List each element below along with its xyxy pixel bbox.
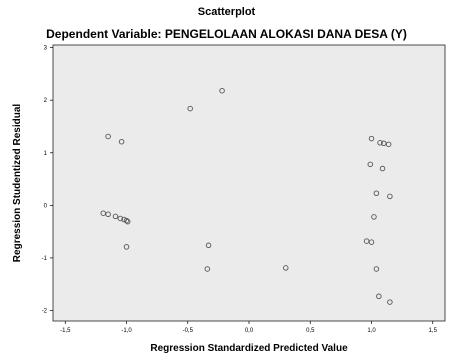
y-tick-label: -1	[42, 256, 48, 262]
data-point	[368, 135, 375, 142]
x-tick-label: 0,0	[245, 328, 254, 334]
x-tick-label: 0,5	[306, 328, 315, 334]
chart-subtitle: Dependent Variable: PENGELOLAAN ALOKASI …	[46, 27, 407, 41]
x-tick-label: -1,5	[60, 328, 71, 334]
data-point	[387, 299, 393, 305]
x-tick-label: 1,0	[367, 328, 376, 334]
data-point	[379, 165, 386, 172]
y-tick-label: -2	[42, 308, 48, 314]
data-point	[112, 213, 119, 220]
data-point	[117, 215, 124, 222]
data-point	[105, 133, 111, 140]
data-point	[204, 266, 211, 272]
data-point	[105, 211, 111, 218]
y-axis-label: Regression Studentized Residual	[12, 104, 23, 263]
x-axis-label: Regression Standardized Predicted Value	[150, 343, 348, 354]
data-point	[376, 293, 382, 300]
x-axis-ticks: -1,5 -1,0 -0,5 0,0 0,5 1,0 1,5	[60, 321, 438, 334]
data-point	[373, 266, 380, 272]
data-point	[219, 87, 225, 94]
data-point	[377, 140, 383, 146]
data-point	[124, 218, 131, 225]
data-point	[385, 141, 392, 148]
data-point	[367, 161, 374, 168]
data-point	[205, 242, 212, 249]
data-point	[100, 210, 106, 216]
chart-title: Scatterplot	[197, 6, 256, 18]
y-tick-label: 1	[44, 151, 48, 157]
data-point	[123, 244, 130, 250]
x-tick-label: -0,5	[183, 328, 194, 334]
plot-area	[52, 44, 446, 322]
data-point	[363, 238, 370, 244]
x-tick-label: 1,5	[429, 328, 438, 334]
data-point	[373, 190, 380, 197]
data-point	[381, 140, 387, 147]
data-point	[283, 265, 289, 271]
x-tick-label: -1,0	[121, 328, 132, 334]
data-point	[368, 239, 375, 245]
y-tick-label: 0	[44, 203, 48, 209]
y-tick-label: 2	[44, 98, 48, 104]
data-point	[387, 193, 393, 200]
data-point	[123, 217, 130, 224]
y-tick-label: 3	[44, 46, 48, 52]
y-axis-ticks: -2 -1 0 1 2 3	[42, 46, 53, 314]
data-point	[187, 105, 193, 112]
data-point	[371, 214, 377, 220]
data-point	[118, 138, 125, 145]
data-points	[100, 87, 393, 305]
